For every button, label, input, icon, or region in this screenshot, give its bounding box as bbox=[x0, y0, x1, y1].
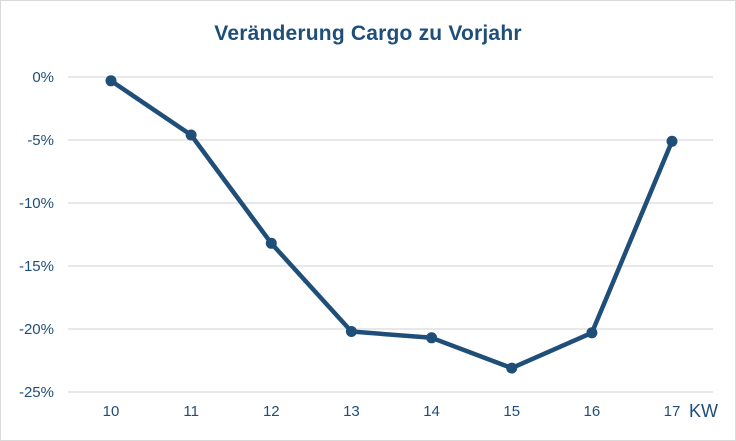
data-point-marker bbox=[426, 332, 438, 344]
x-tick-label: 14 bbox=[423, 403, 440, 420]
y-tick-label: -25% bbox=[19, 384, 54, 401]
x-tick-label: 10 bbox=[103, 403, 120, 420]
y-tick-label: -20% bbox=[19, 321, 54, 338]
data-point-marker bbox=[185, 129, 197, 141]
data-point-marker bbox=[506, 362, 518, 374]
data-point-marker bbox=[265, 237, 277, 249]
y-tick-label: -5% bbox=[27, 132, 54, 149]
x-axis-unit-label: KW bbox=[689, 401, 718, 421]
chart-title: Veränderung Cargo zu Vorjahr bbox=[214, 22, 522, 45]
x-tick-label: 13 bbox=[343, 403, 360, 420]
x-tick-label: 16 bbox=[584, 403, 601, 420]
x-tick-label: 11 bbox=[183, 403, 199, 420]
x-tick-label: 15 bbox=[503, 403, 520, 420]
y-tick-label: -15% bbox=[19, 258, 54, 275]
data-point-marker bbox=[105, 75, 117, 87]
x-tick-label: 12 bbox=[263, 403, 280, 420]
x-tick-label: 17 bbox=[664, 403, 681, 420]
data-line bbox=[108, 78, 675, 371]
data-point-marker bbox=[666, 135, 678, 147]
data-point-marker bbox=[586, 327, 598, 339]
y-tick-label: 0% bbox=[32, 69, 54, 86]
y-tick-label: -10% bbox=[19, 195, 54, 212]
data-point-marker bbox=[345, 326, 357, 337]
